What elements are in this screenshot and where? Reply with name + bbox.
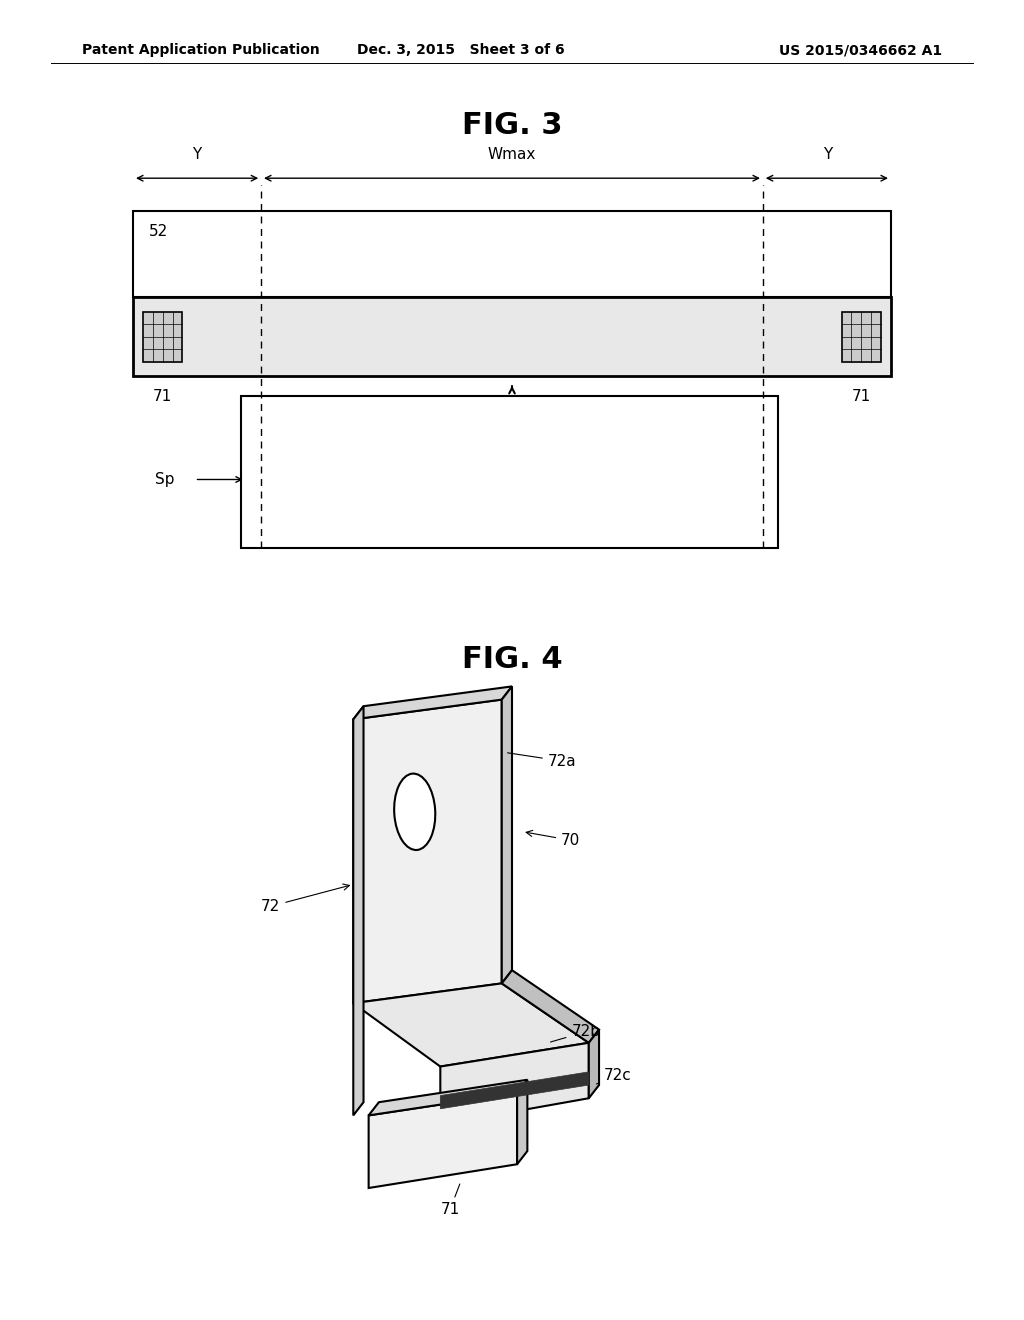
Text: US 2015/0346662 A1: US 2015/0346662 A1 [779, 44, 942, 57]
Polygon shape [353, 700, 502, 1003]
Text: 72c: 72c [597, 1068, 632, 1084]
Polygon shape [502, 686, 512, 983]
Text: FIG. 4: FIG. 4 [462, 645, 562, 675]
Text: 71: 71 [852, 389, 870, 404]
Polygon shape [369, 1080, 527, 1115]
Polygon shape [517, 1080, 527, 1164]
Text: 52: 52 [148, 224, 168, 239]
Text: Y: Y [822, 148, 833, 162]
Polygon shape [353, 706, 364, 1115]
Polygon shape [502, 970, 599, 1043]
Polygon shape [353, 686, 512, 719]
Polygon shape [440, 1072, 589, 1109]
Bar [133, 211, 891, 297]
Text: 72b: 72b [551, 1024, 600, 1041]
Text: Y: Y [191, 148, 202, 162]
Text: 72a: 72a [508, 752, 577, 768]
Text: Patent Application Publication: Patent Application Publication [82, 44, 319, 57]
Polygon shape [589, 1030, 599, 1098]
Bar [133, 297, 891, 376]
Text: Sp: Sp [155, 473, 174, 487]
Text: 70: 70 [526, 830, 581, 847]
Ellipse shape [394, 774, 435, 850]
Text: FIG. 3: FIG. 3 [462, 111, 562, 140]
Text: 71: 71 [440, 1184, 460, 1217]
Polygon shape [440, 1043, 589, 1125]
Bar [143, 312, 182, 362]
Text: Dec. 3, 2015   Sheet 3 of 6: Dec. 3, 2015 Sheet 3 of 6 [357, 44, 564, 57]
Polygon shape [369, 1093, 517, 1188]
Bar [241, 396, 778, 548]
Text: Wmax: Wmax [487, 148, 537, 162]
Text: 71: 71 [154, 389, 172, 404]
Text: 72: 72 [261, 884, 349, 913]
Polygon shape [353, 983, 589, 1067]
Bar [842, 312, 881, 362]
